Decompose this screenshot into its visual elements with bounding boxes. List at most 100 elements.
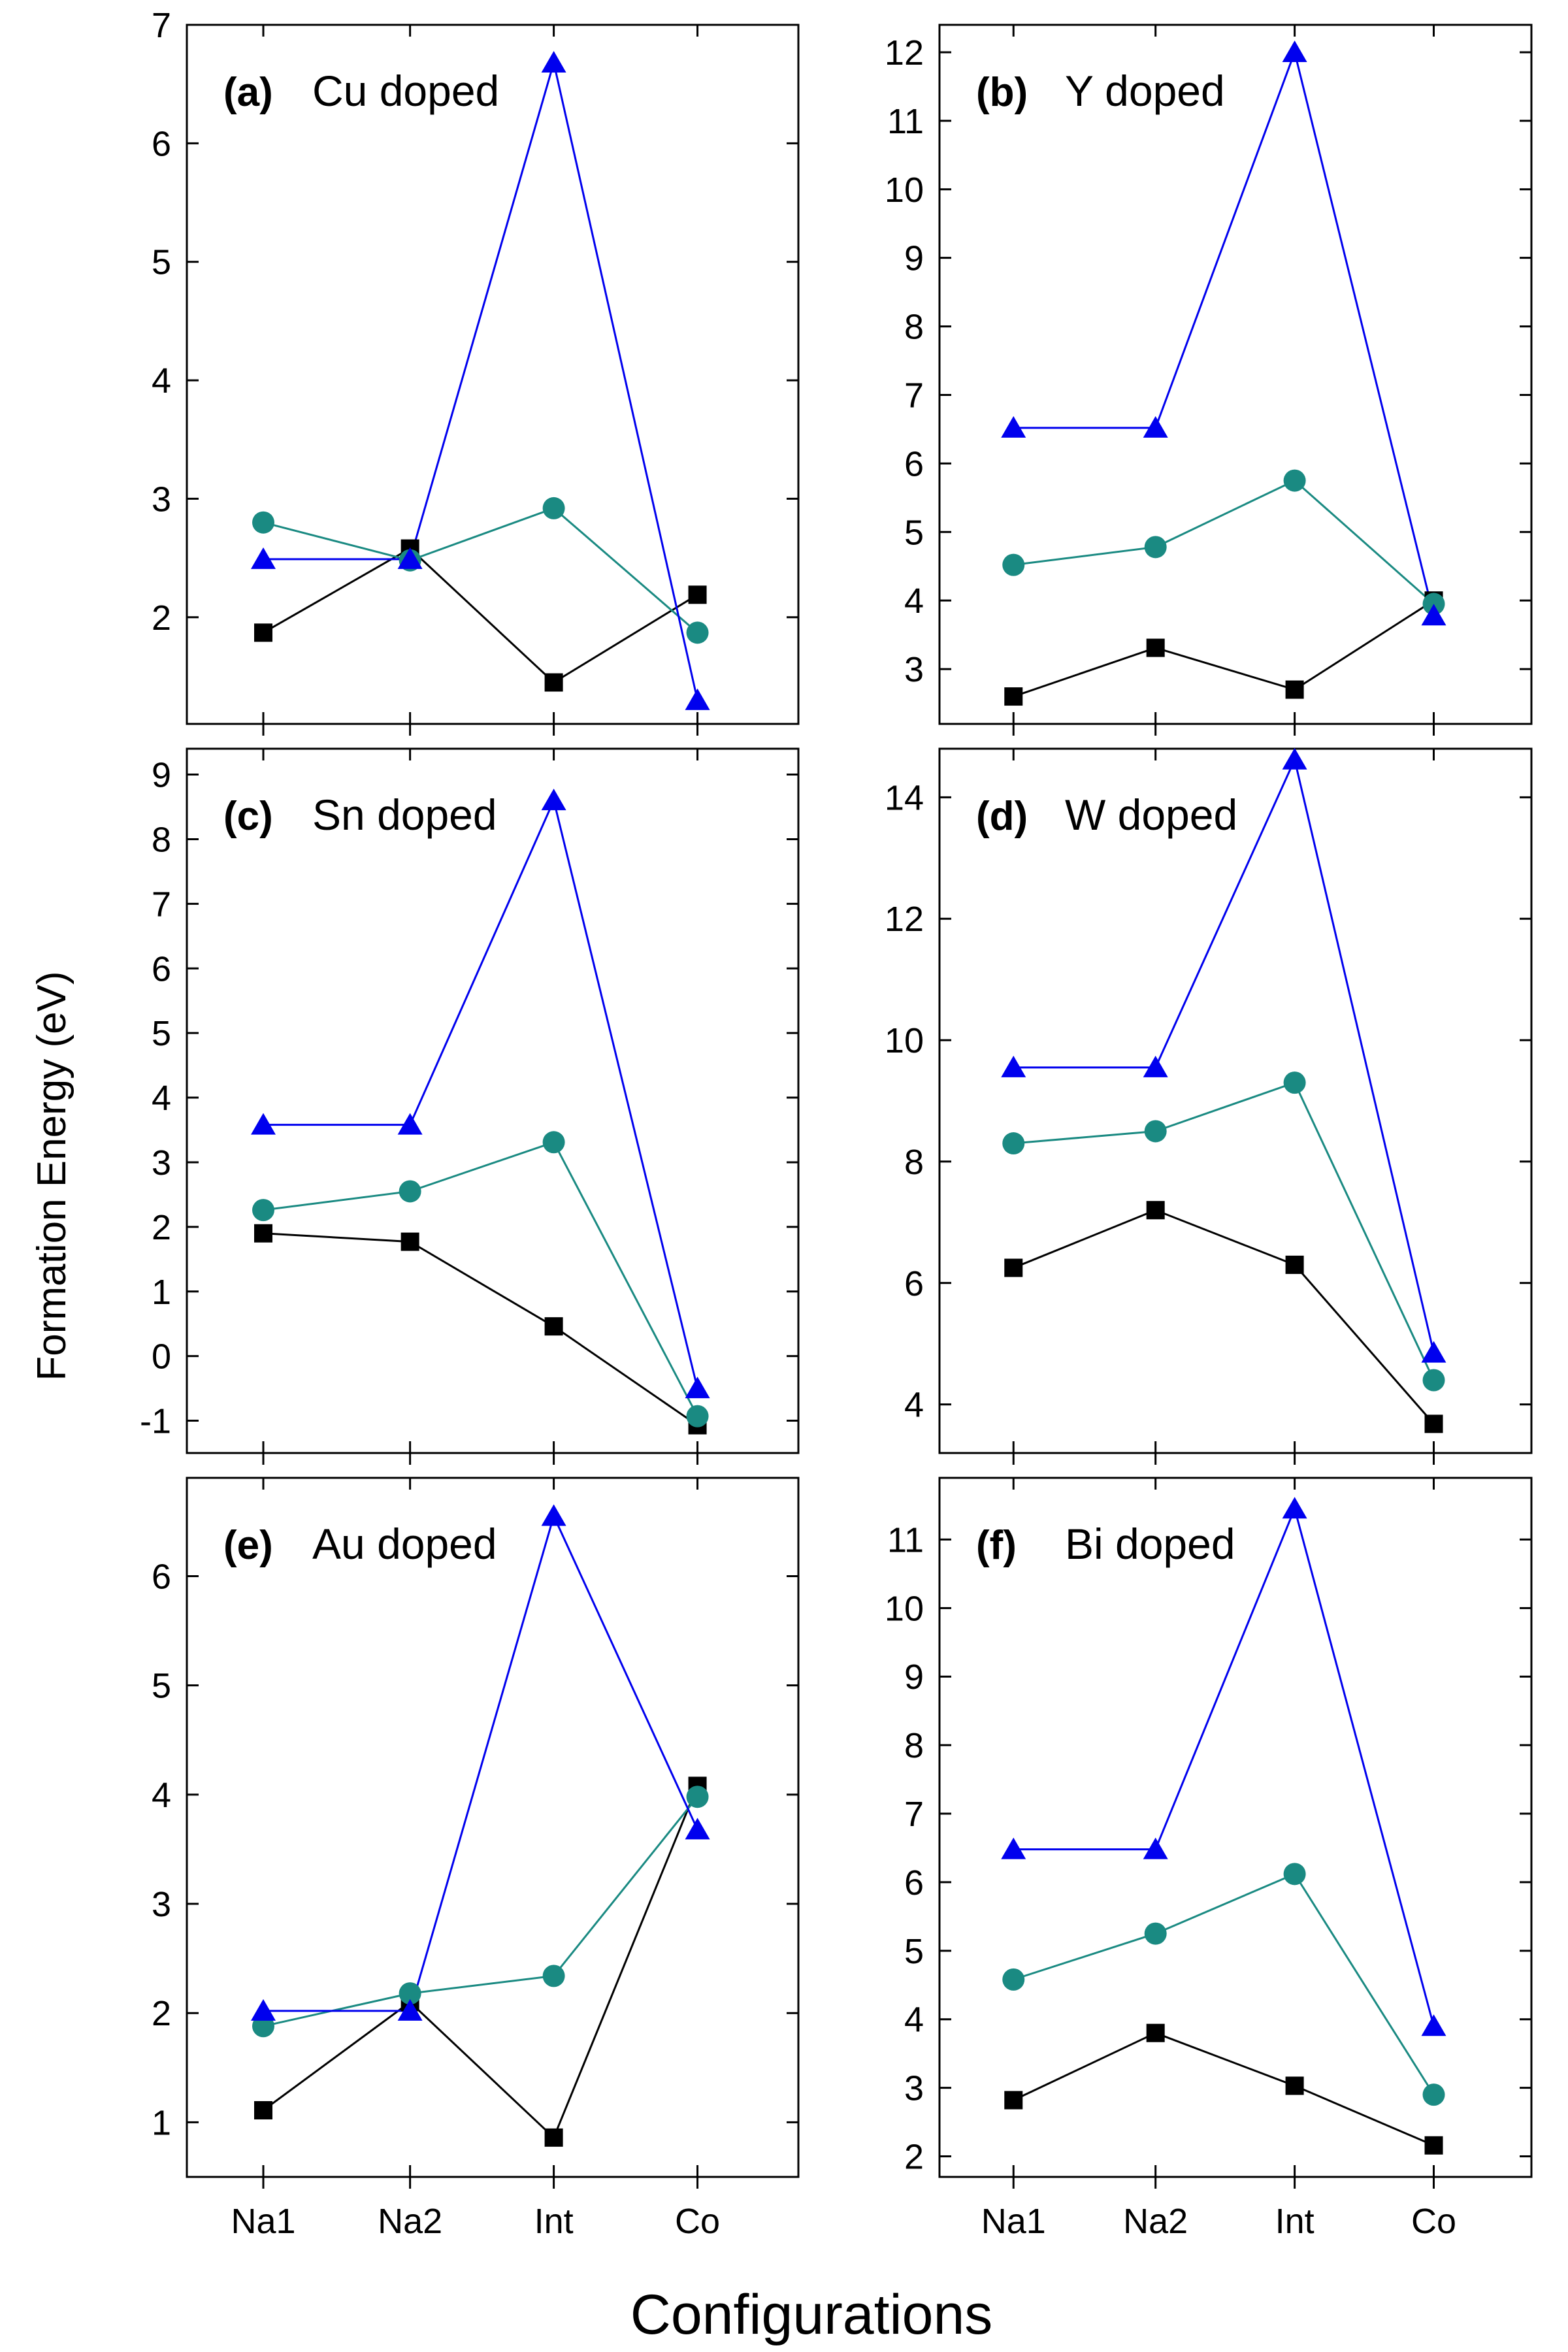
panel-b-point-square [1004,687,1023,706]
panel-d-series-line-square [1013,1209,1435,1425]
panel-b-ytick-label: 8 [904,308,924,347]
panel-f-point-circle [1283,1863,1306,1886]
panel-a-ytick-label: 2 [152,598,171,638]
panel-a-ytick-label: 6 [152,124,171,163]
panel-f-ytick-label: 6 [904,1863,924,1903]
panel-a-point-circle [252,511,274,534]
panel-f-ytick-label: 10 [885,1589,924,1628]
panel-e-ytick-label: 5 [152,1667,171,1706]
panel-e-point-circle [686,1786,709,1808]
panel-d-label: (d) [976,794,1028,839]
panel-b-point-triangle [1421,604,1446,626]
panel-b-point-circle [1144,536,1167,559]
y-axis-title: Formation Energy (eV) [29,971,74,1380]
panel-d: 4 6 8 10 12 14 (d) W doped [885,747,1533,1465]
panel-c-ytick-label: 9 [152,756,171,795]
panel-a-series-line-triangle [263,62,699,701]
panel-c-series-line-circle [263,1141,698,1417]
panel-d-point-circle [1002,1132,1025,1155]
panel-e-title: Au doped [312,1520,497,1568]
panel-c-point-square [254,1224,272,1243]
panel-b-point-circle [1283,469,1306,492]
panel-b-point-triangle [1001,416,1026,438]
panel-f-ytick-label: 2 [904,2138,924,2177]
panel-c-ytick-label: 0 [152,1337,171,1377]
panel-c-point-triangle [397,1113,423,1135]
panel-c-series-line-triangle [263,797,699,1389]
panel-c-point-triangle [685,1377,710,1399]
panel-e-point-square [254,2101,272,2120]
panel-b-ytick-label: 12 [885,33,924,73]
panel-d-ytick-label: 6 [904,1264,924,1303]
panel-f-xtick-label: Co [1411,2202,1456,2241]
panel-b-ytick-label: 9 [904,239,924,278]
panel-e-xtick-label: Co [675,2202,720,2241]
panel-b: 3 4 5 6 7 8 9 10 11 12 (b) Y doped [885,24,1533,736]
panel-f-label: (f) [976,1523,1017,1568]
panel-b-ytick-label: 10 [885,171,924,210]
panel-e-series-line-circle [263,1796,698,2027]
panel-b-point-triangle [1282,40,1307,62]
panel-e-ytick-label: 1 [152,2103,171,2142]
panel-c-point-circle [252,1199,274,1222]
panel-e-point-circle [542,1965,565,1987]
panel-c-label: (c) [223,794,273,839]
panel-c-point-square [544,1317,563,1336]
panel-a-series-line-square [263,547,698,684]
panel-d-ytick-label: 8 [904,1143,924,1182]
panel-a-title: Cu doped [312,67,499,115]
panel-f-xtick-label: Int [1275,2202,1315,2241]
panel-b-ytick-label: 3 [904,650,924,689]
panel-e-point-triangle [397,1999,423,2021]
panel-b-ytick-label: 6 [904,444,924,483]
panel-a-point-square [544,673,563,692]
panel-a-series-line-circle [263,507,698,634]
panel-f-point-triangle [1421,2014,1446,2036]
panel-f-point-circle [1422,2083,1445,2106]
panel-f: 2 3 4 5 6 7 8 9 10 11 Na1 Na2 Int Co (f) Bi doped [885,1477,1533,2241]
panel-a-ytick-label: 5 [152,243,171,282]
panel-b-ytick-label: 4 [904,581,924,621]
panel-f-point-square [1004,2091,1023,2110]
panel-b-label: (b) [976,70,1028,115]
panel-d-point-circle [1144,1120,1167,1143]
panel-d-ytick-label: 12 [885,900,924,939]
panel-f-title: Bi doped [1065,1520,1235,1568]
panel-e-point-circle [399,1982,421,2005]
panel-d-point-triangle [1001,1055,1026,1077]
panel-a-point-triangle [397,547,423,569]
panel-a-point-circle [686,621,709,644]
panel-d-title: W doped [1065,791,1237,839]
panel-b-title: Y doped [1065,67,1225,115]
panel-f-series-line-triangle [1013,1505,1435,2027]
panel-d-ytick-label: 10 [885,1021,924,1060]
panel-d-series-line-triangle [1013,757,1435,1354]
panel-a-point-triangle [251,547,276,569]
panel-c-ytick-label: 4 [152,1079,171,1118]
panel-b-ytick-label: 5 [904,513,924,552]
panel-a-point-triangle [685,688,710,710]
panel-c-point-triangle [251,1113,276,1135]
panel-b-point-square [1285,680,1304,699]
panel-f-ytick-label: 4 [904,2001,924,2040]
panel-c-ytick-label: 8 [152,820,171,859]
panel-c-ytick-label: -1 [140,1402,171,1441]
panel-d-point-square [1424,1414,1443,1433]
panel-f-ytick-label: 11 [887,1520,924,1560]
panel-f-point-circle [1144,1922,1167,1945]
panel-f-point-triangle [1143,1837,1168,1859]
panel-e-ytick-label: 2 [152,1994,171,2033]
panel-c-series-line-square [263,1232,698,1426]
panel-e-label: (e) [223,1523,273,1568]
panel-a: 2 3 4 5 6 7 (a) Cu doped [152,6,800,736]
panel-d-series-line-circle [1013,1081,1435,1381]
panel-c-point-square [400,1232,419,1251]
panel-f-point-square [1285,2076,1304,2095]
panel-e-plot-frame [186,1477,800,2178]
panel-f-ytick-label: 8 [904,1726,924,1765]
panel-a-label: (a) [223,70,273,115]
panel-b-series-line-circle [1013,479,1435,605]
panel-f-ytick-label: 5 [904,1932,924,1971]
panel-f-point-triangle [1001,1837,1026,1859]
